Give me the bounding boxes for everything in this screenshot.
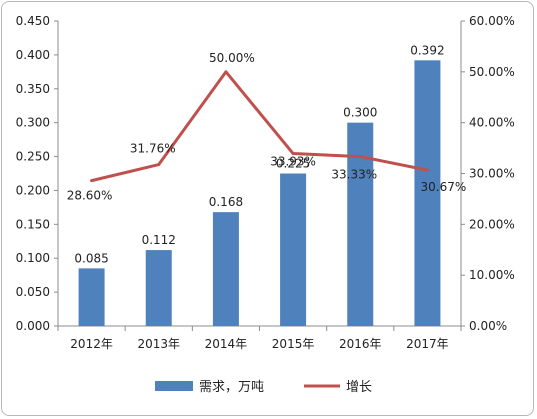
bar <box>78 268 105 326</box>
bar <box>145 250 172 326</box>
growth-data-label: 28.60% <box>67 189 113 203</box>
legend-line-label: 增长 <box>346 380 372 395</box>
bar <box>347 122 374 327</box>
left-y-tick-label: 0.300 <box>16 116 50 130</box>
left-y-tick-label: 0.100 <box>16 251 50 265</box>
bar <box>212 212 239 326</box>
bar-data-label: 0.085 <box>74 251 108 265</box>
right-y-tick-label: 20.00% <box>469 217 515 231</box>
bar-data-label: 0.300 <box>343 106 377 120</box>
growth-point <box>358 155 362 159</box>
left-y-tick-label: 0.200 <box>16 183 50 197</box>
bar <box>280 173 307 326</box>
x-tick-label: 2013年 <box>137 337 180 351</box>
growth-data-label: 31.76% <box>130 142 176 156</box>
left-y-tick-label: 0.050 <box>16 285 50 299</box>
growth-point <box>90 179 94 183</box>
growth-point <box>157 163 161 167</box>
growth-point <box>224 70 228 74</box>
growth-point <box>425 168 429 172</box>
left-y-tick-label: 0.400 <box>16 48 50 62</box>
left-y-tick-label: 0.250 <box>16 150 50 164</box>
left-y-tick-label: 0.000 <box>16 319 50 333</box>
right-y-tick-label: 0.00% <box>469 319 507 333</box>
growth-point <box>291 152 295 156</box>
x-tick-label: 2015年 <box>272 337 315 351</box>
left-y-tick-label: 0.350 <box>16 82 50 96</box>
growth-data-label: 33.93% <box>270 155 316 169</box>
x-tick-label: 2014年 <box>205 337 248 351</box>
growth-data-label: 33.33% <box>331 168 377 182</box>
bar-data-label: 0.225 <box>276 157 310 171</box>
left-y-tick-label: 0.450 <box>16 14 50 28</box>
growth-data-label: 30.67% <box>421 180 467 194</box>
right-y-tick-label: 10.00% <box>469 268 515 282</box>
x-tick-label: 2016年 <box>339 337 382 351</box>
bar-data-label: 0.168 <box>209 195 243 209</box>
bar-data-label: 0.112 <box>142 233 176 247</box>
left-y-tick-label: 0.150 <box>16 217 50 231</box>
right-y-tick-label: 50.00% <box>469 65 515 79</box>
legend-bar-swatch <box>155 381 193 391</box>
x-tick-label: 2017年 <box>406 337 449 351</box>
bar-data-label: 0.392 <box>410 43 444 57</box>
legend-bar-label: 需求，万吨 <box>199 380 264 395</box>
growth-data-label: 50.00% <box>209 51 255 65</box>
bar <box>414 60 441 327</box>
right-y-tick-label: 60.00% <box>469 14 515 28</box>
growth-line <box>91 70 428 183</box>
right-y-tick-label: 30.00% <box>469 167 515 181</box>
x-tick-label: 2012年 <box>70 337 113 351</box>
right-y-tick-label: 40.00% <box>469 116 515 130</box>
